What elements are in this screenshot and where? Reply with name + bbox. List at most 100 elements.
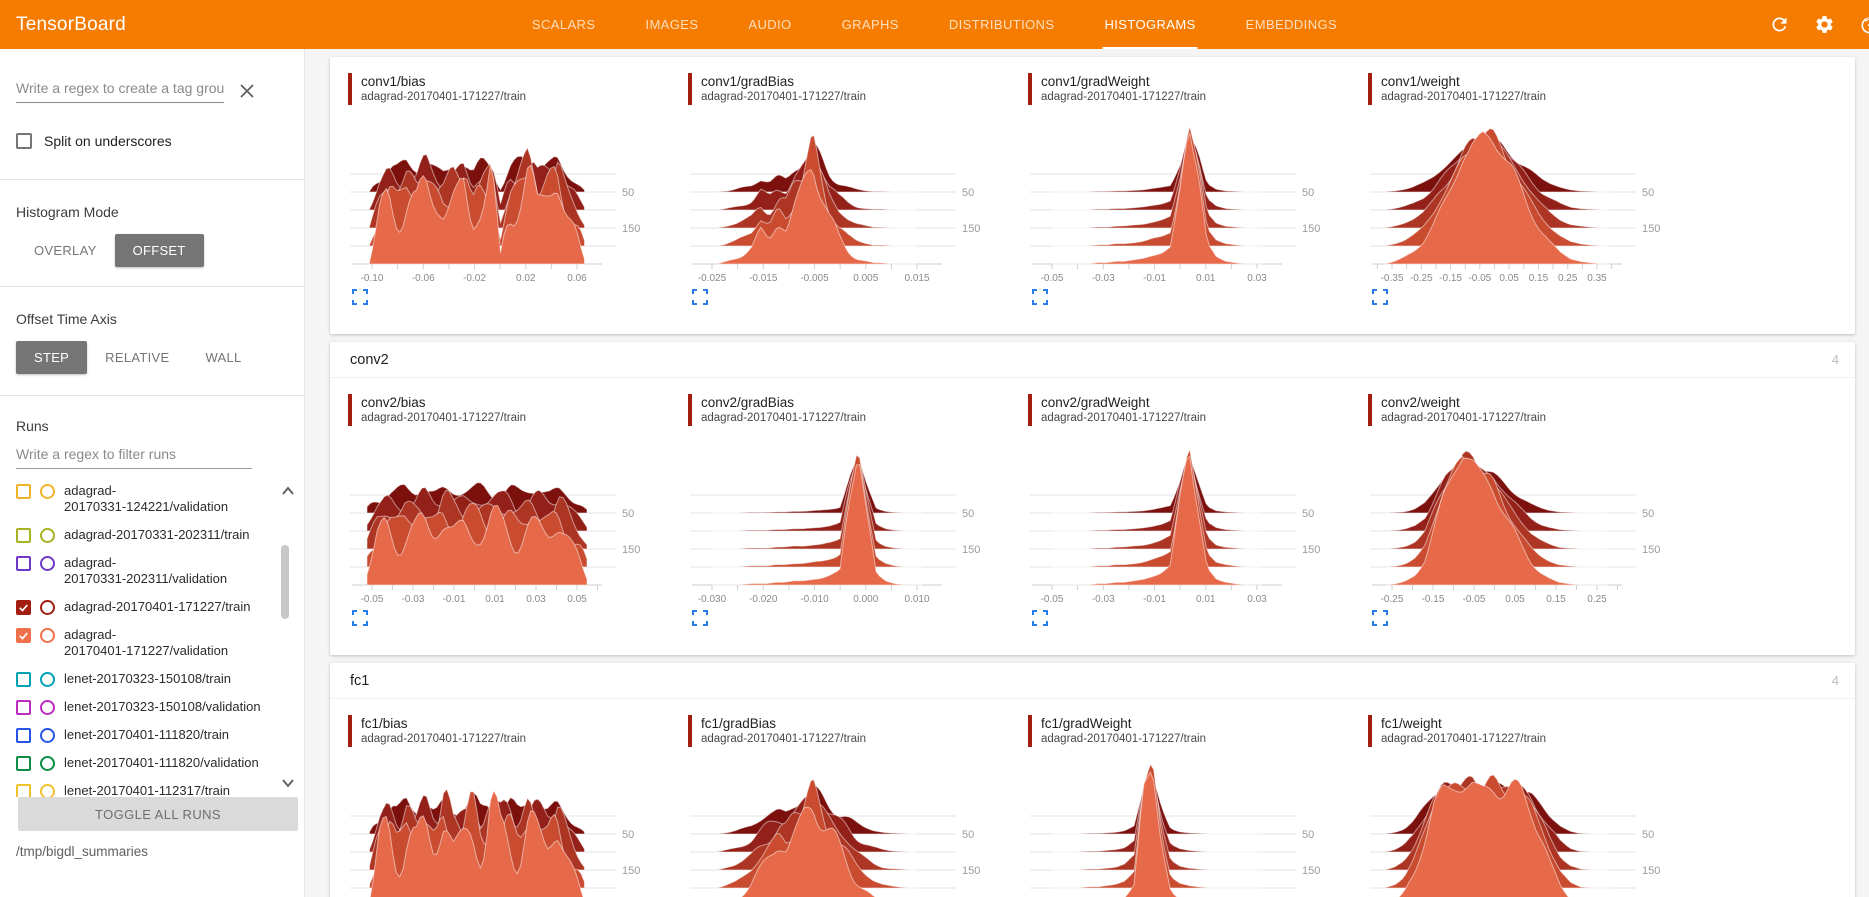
app-title: TensorBoard [16, 13, 126, 35]
chart-tag-name: conv2/gradWeight [1041, 395, 1150, 410]
scrollbar-thumb[interactable] [281, 545, 289, 619]
run-list-item[interactable]: lenet-20170401-111820/validation [16, 749, 304, 777]
tab-histograms[interactable]: HISTOGRAMS [1102, 0, 1198, 49]
runs-filter-input[interactable] [16, 444, 252, 469]
toggle-all-runs-button[interactable]: TOGGLE ALL RUNS [18, 797, 298, 831]
run-solo-radio[interactable] [40, 756, 55, 771]
run-checkbox[interactable] [16, 672, 31, 687]
run-solo-radio[interactable] [40, 556, 55, 571]
run-solo-radio[interactable] [40, 672, 55, 687]
section-header[interactable]: fc1 4 [330, 663, 1855, 699]
svg-text:0.03: 0.03 [526, 594, 546, 605]
histogram-mode-overlay-button[interactable]: OVERLAY [34, 243, 97, 258]
expand-icon[interactable] [692, 289, 708, 305]
svg-text:50: 50 [1642, 508, 1654, 520]
histogram-card-fc1/weight: fc1/weight adagrad-20170401-171227/train 5… [1368, 715, 1704, 897]
histogram-chart: 50 150 [1370, 774, 1660, 897]
svg-text:-0.05: -0.05 [1041, 273, 1064, 284]
run-solo-radio[interactable] [40, 728, 55, 743]
expand-icon[interactable] [352, 610, 368, 626]
offset-axis-relative-button[interactable]: RELATIVE [105, 350, 170, 365]
expand-icon[interactable] [352, 289, 368, 305]
tag-filter-input[interactable] [16, 78, 224, 103]
svg-text:50: 50 [622, 829, 634, 841]
chart-tag-name: conv2/bias [361, 395, 426, 410]
svg-text:0.01: 0.01 [485, 594, 505, 605]
help-icon[interactable] [1859, 14, 1869, 35]
expand-icon[interactable] [1372, 610, 1388, 626]
section-header[interactable]: conv2 4 [330, 342, 1855, 378]
histogram-card-conv1/bias: conv1/bias adagrad-20170401-171227/train 5… [348, 73, 684, 310]
run-list-item[interactable]: lenet-20170323-150108/train [16, 665, 304, 693]
run-name[interactable]: adagrad- 20170331-202311/validation [64, 555, 228, 586]
run-name[interactable]: adagrad- 20170401-171227/validation [64, 627, 229, 658]
run-solo-radio[interactable] [40, 784, 55, 797]
run-checkbox[interactable] [16, 628, 31, 643]
clear-icon[interactable] [237, 81, 257, 101]
scroll-up-icon[interactable] [278, 481, 298, 501]
svg-text:-0.10: -0.10 [361, 273, 384, 284]
run-checkbox[interactable] [16, 556, 31, 571]
expand-icon[interactable] [1032, 610, 1048, 626]
tab-images[interactable]: IMAGES [645, 17, 699, 32]
svg-text:150: 150 [962, 865, 980, 877]
settings-icon[interactable] [1814, 14, 1835, 35]
run-checkbox[interactable] [16, 700, 31, 715]
run-list-item[interactable]: lenet-20170401-112317/train [16, 777, 304, 797]
tab-embeddings[interactable]: EMBEDDINGS [1245, 17, 1338, 32]
run-solo-radio[interactable] [40, 628, 55, 643]
histogram-mode-offset-button[interactable]: OFFSET [114, 234, 204, 267]
run-solo-radio[interactable] [40, 600, 55, 615]
tab-scalars[interactable]: SCALARS [531, 17, 596, 32]
scroll-down-icon[interactable] [278, 773, 298, 793]
svg-text:0.01: 0.01 [1196, 594, 1216, 605]
tab-audio[interactable]: AUDIO [748, 17, 792, 32]
run-list-item[interactable]: lenet-20170401-111820/train [16, 721, 304, 749]
tab-graphs[interactable]: GRAPHS [841, 17, 899, 32]
runs-list: adagrad- 20170331-124221/validation adagra… [0, 475, 304, 797]
run-name[interactable]: lenet-20170323-150108/train [64, 671, 231, 686]
run-name[interactable]: adagrad-20170401-171227/train [64, 599, 251, 614]
svg-text:150: 150 [962, 544, 980, 556]
run-solo-radio[interactable] [40, 484, 55, 499]
histogram-card-conv2/gradBias: conv2/gradBias adagrad-20170401-171227/tr… [688, 394, 1024, 631]
chart-run-name: adagrad-20170401-171227/train [1381, 733, 1546, 745]
run-list-item[interactable]: adagrad-20170401-171227/train [16, 593, 304, 621]
run-solo-radio[interactable] [40, 700, 55, 715]
run-name[interactable]: lenet-20170323-150108/validation [64, 699, 261, 714]
run-checkbox[interactable] [16, 600, 31, 615]
run-name[interactable]: adagrad- 20170331-124221/validation [64, 483, 229, 514]
svg-text:-0.005: -0.005 [800, 273, 829, 284]
run-list-item[interactable]: adagrad- 20170331-202311/validation [16, 549, 304, 593]
refresh-icon[interactable] [1769, 14, 1790, 35]
tab-distributions[interactable]: DISTRIBUTIONS [948, 17, 1055, 32]
run-name[interactable]: lenet-20170401-112317/train [64, 783, 231, 797]
run-list-item[interactable]: adagrad- 20170401-171227/validation [16, 621, 304, 665]
charts-grid: conv1/bias adagrad-20170401-171227/train 5… [330, 57, 1855, 334]
run-checkbox[interactable] [16, 528, 31, 543]
expand-icon[interactable] [692, 610, 708, 626]
svg-text:0.05: 0.05 [567, 594, 587, 605]
run-checkbox[interactable] [16, 484, 31, 499]
run-checkbox[interactable] [16, 756, 31, 771]
checkbox-icon[interactable] [16, 133, 32, 149]
run-name[interactable]: lenet-20170401-111820/train [64, 727, 230, 742]
offset-axis-wall-button[interactable]: WALL [205, 350, 242, 365]
svg-text:-0.01: -0.01 [1143, 594, 1166, 605]
run-checkbox[interactable] [16, 784, 31, 797]
run-list-item[interactable]: adagrad- 20170331-124221/validation [16, 477, 304, 521]
expand-icon[interactable] [1032, 289, 1048, 305]
run-name[interactable]: adagrad-20170331-202311/train [64, 527, 250, 542]
split-on-underscores-checkbox[interactable]: Split on underscores [16, 133, 288, 149]
run-solo-radio[interactable] [40, 528, 55, 543]
chart-title: conv1/gradWeight adagrad-20170401-171227/… [1028, 73, 1364, 105]
run-name[interactable]: lenet-20170401-111820/validation [64, 755, 259, 770]
dashboard-tabs: SCALARS IMAGES AUDIO GRAPHS DISTRIBUTIONS HIS… [507, 0, 1362, 49]
run-list-item[interactable]: adagrad-20170331-202311/train [16, 521, 304, 549]
offset-axis-step-button[interactable]: STEP [16, 341, 88, 374]
run-list-item[interactable]: lenet-20170323-150108/validation [16, 693, 304, 721]
expand-icon[interactable] [1372, 289, 1388, 305]
histogram-chart: 50 150 -0.10 -0.06 -0.02 0.02 0.06 [350, 146, 640, 284]
svg-text:150: 150 [622, 865, 640, 877]
run-checkbox[interactable] [16, 728, 31, 743]
